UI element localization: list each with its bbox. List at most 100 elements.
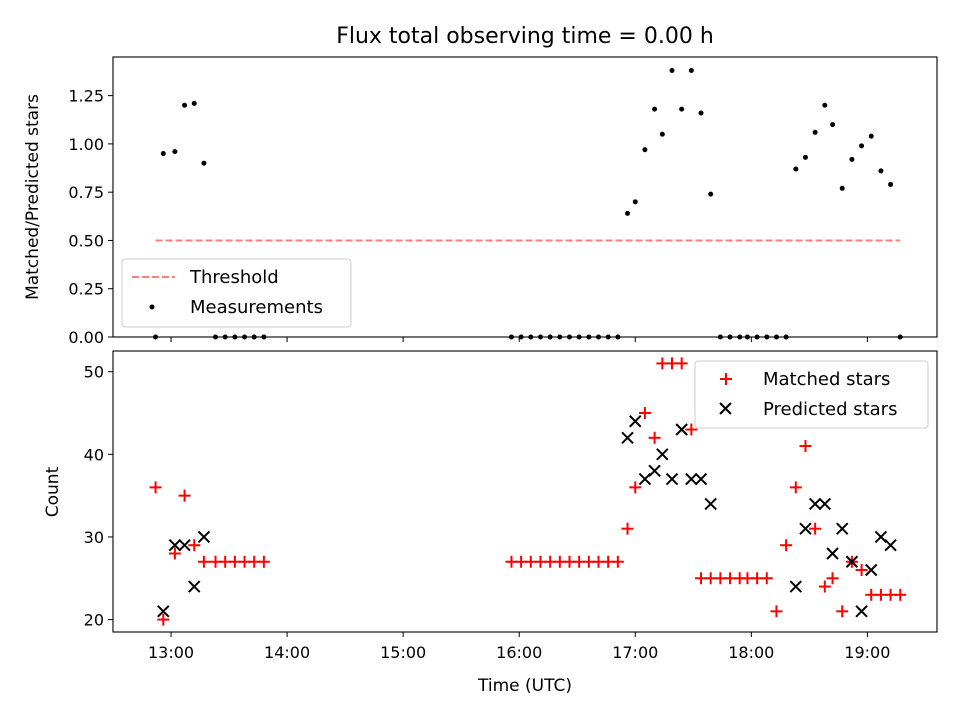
predicted-star-stroke xyxy=(197,530,211,544)
predicted-star-point xyxy=(685,472,698,486)
predicted-star-stroke xyxy=(675,423,688,436)
measurement-point xyxy=(625,210,631,216)
matched-star-point xyxy=(818,580,831,593)
predicted-star-point xyxy=(836,522,849,535)
matched-star-point xyxy=(629,481,642,494)
measurement-point xyxy=(160,151,166,157)
count-y-ticks: 20 30 40 50 xyxy=(84,363,113,630)
matched-star-point xyxy=(168,547,181,560)
measurement-point xyxy=(812,129,818,135)
matched-star-point xyxy=(638,406,651,419)
predicted-star-stroke xyxy=(621,431,634,444)
predicted-star-stroke xyxy=(818,497,832,511)
ratio-plot-area xyxy=(153,68,903,340)
predicted-star-stroke xyxy=(178,539,191,552)
matched-star-point xyxy=(760,572,773,585)
ratio-legend: Threshold Measurements xyxy=(121,258,352,328)
count-y-axis-label: Count xyxy=(43,466,63,517)
ratio-y-ticks: 0.00 0.25 0.50 0.75 1.00 1.25 xyxy=(68,87,113,347)
ratio-y-tick-label: 0.50 xyxy=(68,231,104,250)
predicted-star-stroke xyxy=(648,464,661,478)
measurement-point xyxy=(822,102,828,108)
predicted-star-point xyxy=(855,605,868,618)
count-legend-box xyxy=(694,360,929,429)
count-y-tick-label: 40 xyxy=(84,445,104,464)
measurement-point xyxy=(659,131,665,137)
count-y-tick-label: 50 xyxy=(84,363,104,382)
matched-star-point xyxy=(809,522,822,535)
predicted-star-stroke xyxy=(665,472,679,486)
predicted-star-point xyxy=(799,522,812,535)
measurement-point xyxy=(849,156,855,162)
measurement-point xyxy=(859,143,865,149)
predicted-star-stroke xyxy=(789,580,803,593)
predicted-star-stroke xyxy=(685,472,698,486)
measurement-point xyxy=(698,110,704,116)
matched-star-point xyxy=(257,555,270,568)
measurement-point xyxy=(191,100,197,106)
measurement-point xyxy=(839,185,845,191)
predicted-star-stroke xyxy=(865,563,878,577)
count-x-tick-label: 14:00 xyxy=(264,643,310,662)
ratio-x-ticks xyxy=(170,337,868,342)
measurement-point xyxy=(632,199,638,205)
matched-star-point xyxy=(855,564,868,577)
predicted-star-point xyxy=(656,448,669,461)
matched-star-point xyxy=(780,539,793,552)
x-axis-label: Time (UTC) xyxy=(477,676,572,696)
count-x-tick-label: 13:00 xyxy=(148,643,194,662)
ratio-y-axis-label: Matched/Predicted stars xyxy=(23,94,43,300)
count-y-tick-label: 30 xyxy=(84,528,104,547)
predicted-star-point xyxy=(694,472,708,486)
matched-star-point xyxy=(799,440,812,453)
count-x-tick-label: 17:00 xyxy=(612,643,658,662)
measurement-point xyxy=(201,160,207,166)
matched-star-point xyxy=(675,357,688,370)
matched-star-point xyxy=(611,555,624,568)
matched-star-point xyxy=(836,605,849,618)
predicted-star-stroke xyxy=(884,539,897,552)
measurement-point xyxy=(642,147,648,153)
predicted-star-point xyxy=(665,472,679,486)
count-plot-area xyxy=(149,357,907,626)
count-x-ticks: 13:00 14:00 15:00 16:00 17:00 18:00 19:00 xyxy=(148,632,890,662)
predicted-star-point xyxy=(865,563,878,577)
measurement-point xyxy=(888,181,894,187)
legend-predicted-swatch xyxy=(719,402,732,415)
matched-star-point xyxy=(789,481,802,494)
predicted-star-point xyxy=(178,539,191,552)
predicted-star-stroke xyxy=(168,539,182,552)
chart-title: Flux total observing time = 0.00 h xyxy=(336,24,714,49)
predicted-star-stroke xyxy=(629,415,642,428)
measurement-point xyxy=(172,149,178,155)
ratio-y-tick-label: 1.25 xyxy=(68,87,104,106)
matched-star-point xyxy=(894,588,907,601)
count-x-tick-label: 15:00 xyxy=(380,643,426,662)
matched-star-point xyxy=(149,481,162,494)
legend-measurements-swatch xyxy=(149,304,155,310)
matched-star-point xyxy=(826,572,839,585)
predicted-star-point xyxy=(621,431,634,444)
predicted-star-stroke xyxy=(704,497,717,511)
predicted-star-point xyxy=(789,580,803,593)
ratio-y-tick-label: 0.75 xyxy=(68,183,104,202)
predicted-star-stroke xyxy=(656,448,669,461)
predicted-star-stroke xyxy=(845,555,859,568)
matched-star-point xyxy=(178,489,191,502)
measurement-point xyxy=(793,166,799,172)
measurement-point xyxy=(688,68,694,74)
predicted-star-stroke xyxy=(157,605,170,618)
measurement-point xyxy=(802,154,808,160)
matched-star-point xyxy=(157,613,170,626)
count-plot-frame xyxy=(112,350,938,633)
legend-matched-swatch xyxy=(720,373,732,385)
predicted-star-stroke xyxy=(694,472,708,486)
ratio-y-tick-label: 0.25 xyxy=(68,280,104,299)
predicted-star-point xyxy=(808,497,822,511)
legend-predicted-label: Predicted stars xyxy=(763,399,897,420)
legend-measurements-label: Measurements xyxy=(190,297,323,318)
predicted-star-point xyxy=(845,555,859,568)
measurement-point xyxy=(878,168,884,174)
legend-threshold-label: Threshold xyxy=(189,267,279,288)
